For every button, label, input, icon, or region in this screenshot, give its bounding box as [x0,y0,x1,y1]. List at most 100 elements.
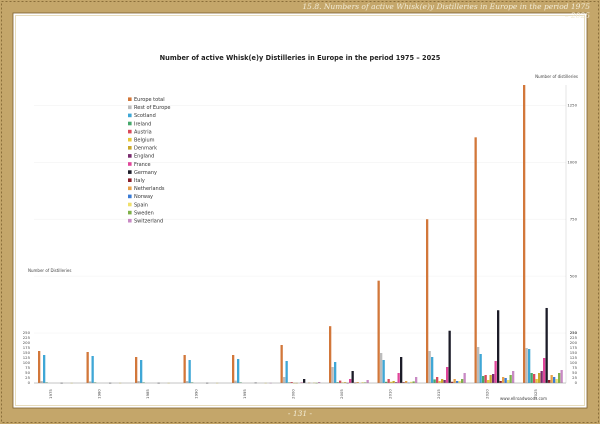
left-tick: 100 [23,360,31,365]
bar-rest-of-europe-2005 [331,367,334,383]
bar-europe-total-2015 [426,219,429,383]
bar-italy-2015 [451,381,454,383]
right-upper-tick: 1000 [567,160,577,165]
bar-scotland-1995 [237,359,240,383]
x-tick-label: 1990 [194,389,199,399]
bar-netherlands-2015 [453,379,456,383]
bar-germany-2000 [303,379,306,383]
bar-austria-2005 [339,380,342,383]
x-tick-label: 1995 [242,389,247,399]
bar-france-2010 [397,373,400,383]
legend-swatch [128,178,132,182]
bar-ireland-2015 [433,379,436,383]
bar-switzerland-2010 [415,377,418,383]
legend-swatch [128,186,132,191]
right-upper-tick: 500 [570,273,578,278]
left-tick: 175 [23,345,31,350]
right-upper-tick: 1250 [567,103,577,108]
legend-item: Scotland [134,113,156,119]
bar-ireland-2020 [482,376,485,383]
bar-rest-of-europe-1985 [137,381,140,383]
bar-norway-2020 [504,378,507,383]
bar-norway-2025 [553,377,556,383]
bar-sweden-2025 [558,373,561,383]
legend-swatch [128,129,132,134]
bar-scotland-2000 [285,361,288,383]
bar-denmark-2015 [441,379,444,383]
right-lower-tick: 100 [570,360,578,365]
bar-italy-2010 [402,382,405,383]
page-number: - 131 - [287,409,313,418]
bar-germany-2005 [351,371,354,383]
legend-swatch [128,105,132,110]
left-axis-label: Number of Distilleries [28,268,71,273]
bar-netherlands-2025 [550,375,553,383]
legend-swatch [128,162,132,166]
bar-scotland-1990 [188,360,191,383]
bar-europe-total-1995 [232,355,235,383]
right-lower-tick: 75 [572,365,577,370]
bar-rest-of-europe-1995 [234,380,237,383]
bar-scotland-2025 [528,349,531,383]
legend-item: Sweden [134,210,154,216]
legend-swatch [128,146,132,150]
bar-switzerland-2015 [463,373,466,383]
bar-netherlands-2020 [502,377,505,383]
legend-swatch [128,137,132,142]
bar-scotland-2015 [431,357,434,383]
bar-france-2000 [300,382,303,383]
bar-ireland-1990 [191,382,194,383]
bar-ireland-2025 [530,373,533,383]
bar-england-2015 [443,380,446,383]
legend: Europe total Rest of Europe Scotland Irelan… [128,97,170,225]
legend-item: Europe total [134,97,165,103]
legend-item: Austria [134,129,152,135]
x-tick-label: 1980 [97,389,102,399]
legend-swatch [128,113,132,118]
legend-item: Germany [134,170,157,176]
right-lower-tick: 25 [572,375,577,380]
bar-rest-of-europe-2010 [380,353,383,383]
bar-sweden-2010 [412,381,415,383]
chart-title: Number of active Whisk(e)y Distilleries … [160,54,441,62]
bar-belgium-2020 [487,380,490,383]
bar-denmark-2020 [489,375,492,383]
bar-austria-2000 [290,382,293,383]
legend-item: Rest of Europe [134,105,170,111]
x-tick-label: 2010 [388,389,393,399]
bar-ireland-1985 [142,382,145,383]
bar-england-2025 [540,371,543,383]
bar-belgium-2010 [390,381,393,383]
x-tick-label: 2000 [291,389,296,399]
bar-france-2025 [543,358,546,383]
left-tick: 250 [23,330,31,335]
bar-austria-2025 [533,374,536,383]
legend-item: Switzerland [134,219,163,225]
right-lower-tick: 175 [570,345,578,350]
grid [34,105,566,334]
bar-europe-total-2005 [329,326,332,383]
source-url: www.ellroadwoods.com [500,396,547,401]
bar-scotland-1985 [140,360,143,383]
bar-scotland-1980 [91,356,94,383]
bar-rest-of-europe-2000 [283,377,286,383]
bar-switzerland-2020 [512,371,515,383]
bar-ireland-1980 [94,382,97,383]
bar-europe-total-1990 [183,355,186,383]
bar-austria-2010 [387,379,390,383]
bar-germany-2015 [448,330,451,383]
bar-england-2020 [492,374,495,383]
left-tick: 225 [23,335,31,340]
legend-item: Ireland [134,121,151,127]
bar-scotland-2020 [479,354,482,383]
legend-item: Belgium [134,138,155,144]
bar-rest-of-europe-2020 [477,347,480,383]
bar-denmark-2025 [538,373,541,383]
bar-rest-of-europe-1980 [89,381,92,383]
left-tick: 125 [23,355,31,360]
bar-austria-2020 [484,375,487,383]
bar-scotland-2005 [334,362,337,383]
bar-italy-2025 [548,380,551,383]
legend-swatch [128,154,132,158]
x-tick-label: 2005 [339,389,344,399]
